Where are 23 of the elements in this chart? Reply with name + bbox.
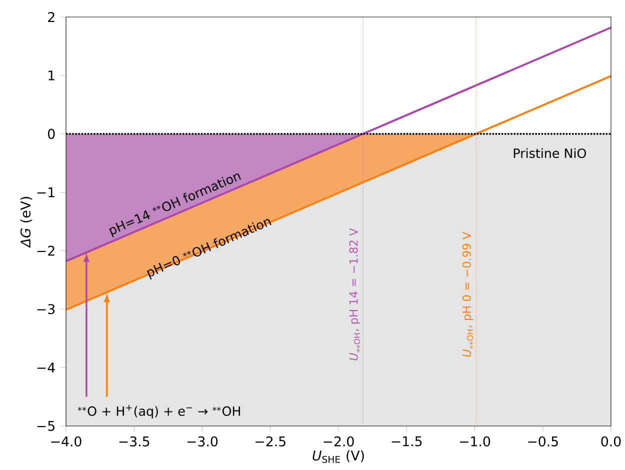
y-tick-label: −1 bbox=[37, 187, 54, 198]
x-tick-label: 0.0 bbox=[601, 436, 621, 446]
y-tick-label: 2 bbox=[48, 12, 54, 22]
y-tick-label: 1 bbox=[48, 70, 54, 80]
y-tick-label: −4 bbox=[37, 362, 55, 372]
y-tick-label: −3 bbox=[37, 304, 55, 314]
ref-line-label: U$_{⁎⁎OH}$, pH 0 = −0.99 V bbox=[462, 232, 474, 357]
y-axis-title: ΔG (eV) bbox=[20, 196, 32, 248]
y-tick-label: −5 bbox=[37, 421, 54, 431]
annotation: $^{⁎⁎}$O + H$^{+}$(aq) + e$^{−}$ → $^{⁎⁎}$OH bbox=[78, 405, 240, 418]
y-tick-label: 0 bbox=[48, 128, 55, 139]
x-tick-label: −0.5 bbox=[528, 436, 558, 446]
x-tick-label: −4.0 bbox=[51, 436, 82, 446]
x-tick-label: −2.5 bbox=[256, 436, 286, 446]
x-tick-label: −1.5 bbox=[392, 436, 422, 446]
ref-line-label: U$_{⁎⁎OH}$, pH 14 = −1.82 V bbox=[349, 228, 360, 360]
x-tick-label: −1.0 bbox=[460, 436, 490, 446]
annotation: Pristine NiO bbox=[514, 148, 586, 158]
x-tick-label: −3.5 bbox=[119, 436, 150, 446]
x-tick-label: −3.0 bbox=[187, 436, 218, 446]
x-tick-label: −2.0 bbox=[324, 436, 354, 446]
x-axis-title: U$_{SHE}$ (V) bbox=[312, 450, 364, 463]
y-tick-label: −2 bbox=[37, 246, 54, 256]
